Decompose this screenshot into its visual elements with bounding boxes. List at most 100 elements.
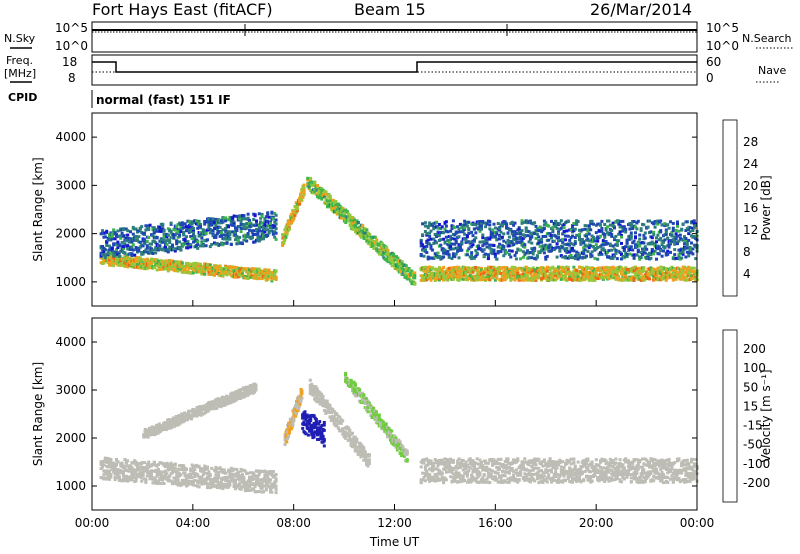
data-cell	[472, 238, 476, 242]
data-cell	[691, 247, 695, 251]
data-cell	[126, 244, 130, 248]
data-cell	[148, 266, 152, 270]
data-cell	[444, 274, 448, 278]
data-cell	[606, 242, 609, 245]
data-cell	[634, 236, 637, 240]
data-cell	[534, 278, 538, 282]
data-cell	[101, 257, 104, 260]
data-cell	[523, 245, 527, 249]
data-cell	[274, 218, 278, 222]
data-cell	[542, 223, 546, 227]
data-cell	[653, 220, 657, 223]
data-cell	[477, 266, 481, 270]
data-cell	[527, 268, 531, 272]
data-cell	[632, 239, 636, 243]
data-cell	[540, 240, 544, 244]
data-cell	[182, 230, 186, 234]
data-cell	[554, 219, 558, 223]
scatter-band	[419, 265, 699, 282]
data-cell	[491, 231, 495, 235]
data-cell	[625, 252, 629, 256]
data-cell	[213, 273, 216, 277]
data-cell	[453, 233, 457, 237]
data-cell	[375, 247, 379, 251]
data-cell	[429, 237, 433, 241]
data-cell	[430, 248, 434, 252]
data-cell	[622, 278, 626, 282]
data-cell	[475, 251, 479, 255]
data-cell	[183, 237, 187, 241]
data-cell	[485, 241, 489, 245]
data-cell	[610, 229, 614, 232]
data-cell	[464, 271, 468, 275]
data-cell	[621, 273, 625, 276]
data-cell	[534, 236, 538, 240]
data-cell	[447, 255, 451, 259]
data-cell	[274, 237, 278, 241]
data-cell	[639, 228, 643, 232]
data-cell	[550, 219, 553, 223]
data-cell	[611, 221, 615, 225]
data-cell	[566, 268, 570, 272]
data-cell	[571, 234, 574, 238]
data-cell	[657, 252, 661, 256]
data-cell	[632, 276, 636, 280]
data-cell	[650, 248, 654, 252]
data-cell	[140, 465, 144, 469]
data-cell	[447, 241, 451, 245]
data-cell	[421, 275, 425, 279]
data-cell	[126, 229, 130, 233]
data-cell	[229, 243, 233, 246]
data-cell	[461, 230, 465, 234]
data-cell	[589, 244, 593, 248]
data-cell	[349, 225, 353, 229]
data-cell	[639, 272, 643, 276]
data-cell	[492, 248, 496, 252]
data-cell	[178, 221, 181, 225]
data-cell	[267, 268, 271, 272]
data-cell	[643, 251, 647, 255]
data-cell	[477, 227, 481, 231]
data-cell	[407, 267, 411, 270]
data-cell	[580, 266, 584, 270]
data-cell	[245, 222, 249, 225]
data-cell	[578, 238, 581, 242]
data-cell	[141, 470, 145, 473]
data-cell	[204, 482, 208, 486]
data-cell	[410, 269, 414, 273]
data-cell	[263, 271, 267, 275]
data-cell	[194, 265, 198, 269]
data-cell	[432, 237, 436, 241]
data-cell	[636, 219, 640, 223]
data-cell	[241, 271, 244, 275]
data-cell	[196, 246, 200, 250]
data-cell	[544, 221, 548, 225]
data-cell	[270, 279, 274, 283]
data-cell	[666, 223, 670, 227]
data-cell	[447, 253, 451, 257]
data-cell	[161, 470, 165, 474]
data-cell	[267, 229, 271, 233]
data-cell	[426, 226, 430, 230]
data-cell	[386, 248, 390, 252]
data-cell	[313, 181, 317, 185]
data-cell	[687, 238, 691, 242]
data-cell	[573, 239, 577, 243]
data-cell	[583, 224, 587, 228]
data-cell	[192, 481, 195, 485]
data-cell	[222, 241, 226, 245]
data-cell	[642, 269, 646, 273]
data-cell	[102, 473, 106, 477]
data-cell	[554, 278, 558, 282]
data-cell	[618, 220, 622, 223]
data-cell	[252, 218, 256, 221]
data-cell	[263, 217, 267, 221]
data-cell	[450, 256, 454, 260]
data-cell	[692, 235, 696, 238]
data-cell	[108, 469, 111, 473]
data-cell	[154, 248, 158, 252]
data-cell	[109, 458, 113, 462]
data-cell	[159, 229, 163, 233]
data-cell	[559, 277, 563, 281]
data-cell	[161, 240, 165, 244]
